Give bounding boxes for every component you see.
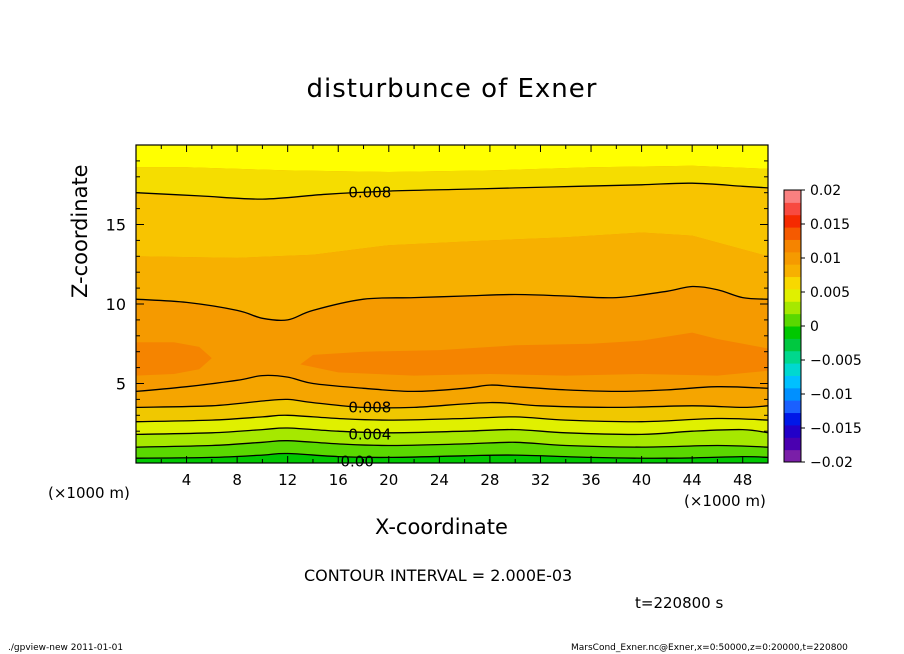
time-label: t=220800 s <box>635 594 724 612</box>
colorbar-segment-6 <box>784 375 801 389</box>
x-tick-label-5: 24 <box>430 471 449 489</box>
x-tick-label-7: 32 <box>531 471 550 489</box>
colorbar-label-1: 0.015 <box>810 217 850 233</box>
colorbar-label-4: 0 <box>810 319 819 335</box>
colorbar-segment-5 <box>784 387 801 401</box>
contour-line-0 <box>135 182 769 200</box>
contour-band-3 <box>136 232 768 320</box>
contour-band-8 <box>136 399 768 422</box>
colorbar-label-6: −0.01 <box>810 387 853 403</box>
footer-left: ./gpview-new 2011-01-01 <box>8 643 124 653</box>
contour-line-4 <box>135 414 769 423</box>
colorbar-segment-3 <box>784 412 801 426</box>
chart-title: disturbunce of Exner <box>306 74 598 104</box>
x-tick-label-0: 4 <box>182 471 192 489</box>
x-tick-label-4: 20 <box>379 471 398 489</box>
colorbar-segment-2 <box>784 424 801 438</box>
contour-label-3: 0.00 <box>340 452 373 470</box>
colorbar-segment-18 <box>784 227 801 240</box>
colorbar-segment-12 <box>784 301 801 315</box>
colorbar-label-2: 0.01 <box>810 251 841 267</box>
y-axis-ticks: 5 10 15 <box>106 160 768 448</box>
colorbar-segment-11 <box>784 313 801 327</box>
contour-band-9 <box>136 415 768 435</box>
colorbar-label-5: −0.005 <box>810 353 862 369</box>
contour-band-1 <box>136 165 768 200</box>
colorbar-segment-14 <box>784 276 801 290</box>
contour-label-2: 0.004 <box>348 425 391 443</box>
colorbar-segment-4 <box>784 400 801 414</box>
footer-right: MarsCond_Exner.nc@Exner,x=0:50000,z=0:20… <box>571 643 848 653</box>
colorbar-segment-7 <box>784 363 801 376</box>
x-axis-label: X-coordinate <box>375 515 508 539</box>
colorbar-label-7: −0.015 <box>810 421 862 437</box>
colorbar-segment-0 <box>784 449 801 463</box>
colorbar-label-0: 0.02 <box>810 183 841 199</box>
contour-band-0 <box>136 145 768 172</box>
colorbar-segment-21 <box>784 190 801 203</box>
contour-band-10 <box>136 428 768 448</box>
colorbar-segment-15 <box>784 264 801 278</box>
colorbar-segment-8 <box>784 350 801 364</box>
contour-band-2 <box>136 183 768 258</box>
y-tick-label-1: 10 <box>106 295 126 314</box>
colorbar: 0.02 0.015 0.01 0.005 0 −0.005 −0.01 −0.015 −0.0… <box>783 183 862 471</box>
contour-interval-label: CONTOUR INTERVAL = 2.000E-03 <box>304 566 573 585</box>
contour-band-5 <box>136 342 212 376</box>
colorbar-segment-13 <box>784 288 801 302</box>
x-tick-label-1: 8 <box>232 471 242 489</box>
x-unit-label-right: (×1000 m) <box>684 492 766 510</box>
contour-label-1: 0.008 <box>348 398 391 416</box>
contour-line-2 <box>135 374 769 393</box>
contour-lines <box>135 182 769 459</box>
contour-band-12 <box>136 453 768 463</box>
contour-line-1 <box>135 285 769 322</box>
x-tick-label-3: 16 <box>329 471 348 489</box>
colorbar-segment-19 <box>784 214 801 228</box>
contour-label-0: 0.008 <box>348 184 391 202</box>
x-tick-label-11: 48 <box>733 471 752 489</box>
x-tick-label-9: 40 <box>632 471 651 489</box>
colorbar-segment-10 <box>784 326 801 339</box>
filled-contour-bands <box>136 145 768 463</box>
y-tick-label-2: 15 <box>106 216 126 235</box>
colorbar-label-3: 0.005 <box>810 285 850 301</box>
x-axis-ticks: 4 8 12 16 20 24 28 32 36 40 44 48 <box>160 145 752 489</box>
y-tick-label-0: 5 <box>116 375 126 394</box>
contour-line-5 <box>135 427 769 436</box>
contour-line-7 <box>135 452 769 459</box>
contour-line-3 <box>135 398 769 409</box>
colorbar-segment-1 <box>784 437 801 451</box>
contour-band-6 <box>300 332 768 376</box>
colorbar-segment-16 <box>784 251 801 265</box>
colorbar-label-8: −0.02 <box>810 455 853 471</box>
x-tick-label-6: 28 <box>480 471 499 489</box>
colorbar-segment-17 <box>784 239 801 253</box>
contour-labels: 0.008 0.008 0.004 0.00 <box>340 184 391 471</box>
x-unit-label-left: (×1000 m) <box>48 484 130 502</box>
x-tick-label-2: 12 <box>278 471 297 489</box>
x-tick-label-10: 44 <box>683 471 702 489</box>
y-axis-label: Z-coordinate <box>68 164 92 298</box>
colorbar-segment-9 <box>784 338 801 352</box>
colorbar-segment-20 <box>784 202 801 216</box>
x-tick-label-8: 36 <box>581 471 600 489</box>
contour-line-6 <box>135 440 769 448</box>
